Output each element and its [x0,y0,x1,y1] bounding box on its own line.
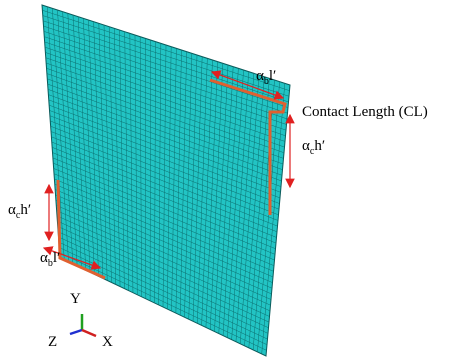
page: αbl′ Contact Length (CL) αch′ αch′ αbl′ … [0,0,460,364]
axis-label: X [102,334,113,350]
text: α [8,202,16,218]
text: h′ [20,202,31,218]
label: αbl′ [40,250,60,269]
axis-label: Z [48,334,57,350]
axis-z [70,330,82,334]
text: l′ [269,68,276,84]
label: αch′ [302,138,325,157]
axis-x [82,330,96,336]
text: α [40,250,48,266]
label: Contact Length (CL) [302,104,428,120]
figure: αbl′ Contact Length (CL) αch′ αch′ αbl′ … [0,0,460,364]
text: α [302,138,310,154]
axis-label: Y [70,291,81,307]
text: l′ [53,250,60,266]
text: α [256,68,264,84]
text: h′ [314,138,325,154]
label: αch′ [8,202,31,221]
